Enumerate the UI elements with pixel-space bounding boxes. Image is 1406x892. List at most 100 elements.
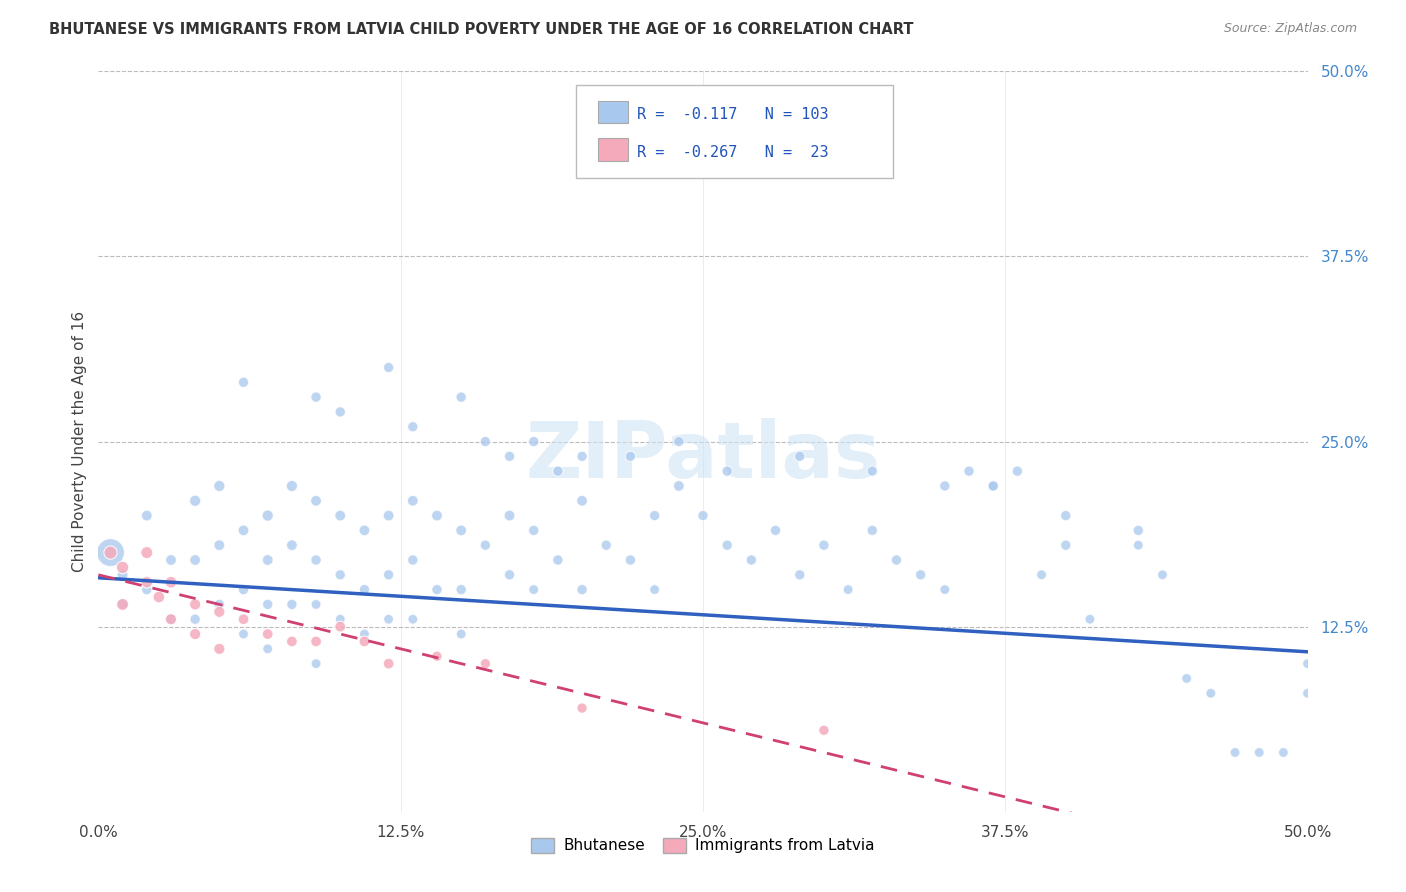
- Point: [571, 582, 593, 597]
- Point: [208, 598, 231, 612]
- Point: [160, 612, 183, 626]
- Point: [100, 546, 122, 560]
- Point: [232, 524, 254, 538]
- Point: [256, 641, 278, 656]
- Point: [1007, 464, 1029, 478]
- Point: [148, 590, 170, 604]
- Point: [619, 553, 641, 567]
- Point: [135, 546, 157, 560]
- Point: [377, 612, 399, 626]
- Point: [232, 376, 254, 390]
- Legend: Bhutanese, Immigrants from Latvia: Bhutanese, Immigrants from Latvia: [524, 831, 882, 860]
- Point: [111, 567, 134, 582]
- Text: R =  -0.267   N =  23: R = -0.267 N = 23: [637, 145, 828, 160]
- Point: [256, 508, 278, 523]
- Point: [184, 627, 207, 641]
- Point: [377, 567, 399, 582]
- Point: [135, 508, 157, 523]
- Point: [595, 538, 617, 552]
- Point: [305, 598, 328, 612]
- Point: [232, 627, 254, 641]
- Point: [281, 538, 304, 552]
- Point: [1128, 538, 1150, 552]
- Point: [426, 649, 449, 664]
- Point: [1031, 567, 1053, 582]
- Point: [1152, 567, 1174, 582]
- Point: [208, 605, 231, 619]
- Point: [329, 405, 352, 419]
- Point: [111, 598, 134, 612]
- Point: [232, 582, 254, 597]
- Point: [426, 582, 449, 597]
- Point: [111, 560, 134, 574]
- Point: [305, 390, 328, 404]
- Point: [111, 598, 134, 612]
- Y-axis label: Child Poverty Under the Age of 16: Child Poverty Under the Age of 16: [72, 311, 87, 572]
- Point: [837, 582, 859, 597]
- Point: [474, 434, 496, 449]
- Point: [402, 419, 425, 434]
- Point: [886, 553, 908, 567]
- Point: [160, 553, 183, 567]
- Point: [523, 524, 546, 538]
- Point: [305, 657, 328, 671]
- Point: [353, 524, 375, 538]
- Point: [329, 619, 352, 633]
- Point: [329, 508, 352, 523]
- Point: [474, 538, 496, 552]
- Point: [184, 493, 207, 508]
- Point: [1249, 746, 1271, 760]
- Point: [450, 582, 472, 597]
- Text: ZIPatlas: ZIPatlas: [526, 418, 880, 494]
- Point: [813, 538, 835, 552]
- Point: [498, 450, 520, 464]
- Point: [1296, 657, 1319, 671]
- Point: [668, 479, 690, 493]
- Point: [498, 508, 520, 523]
- Point: [329, 612, 352, 626]
- Point: [208, 479, 231, 493]
- Point: [135, 575, 157, 590]
- Point: [450, 627, 472, 641]
- Point: [402, 493, 425, 508]
- Point: [765, 524, 787, 538]
- Point: [1223, 746, 1246, 760]
- Point: [1296, 686, 1319, 700]
- Point: [934, 479, 956, 493]
- Point: [329, 567, 352, 582]
- Point: [1054, 508, 1077, 523]
- Point: [450, 524, 472, 538]
- Point: [256, 553, 278, 567]
- Point: [668, 434, 690, 449]
- Point: [402, 553, 425, 567]
- Point: [377, 360, 399, 375]
- Point: [1199, 686, 1222, 700]
- Point: [305, 634, 328, 648]
- Point: [860, 464, 883, 478]
- Point: [981, 479, 1004, 493]
- Point: [377, 508, 399, 523]
- Point: [353, 627, 375, 641]
- Point: [523, 582, 546, 597]
- Point: [474, 657, 496, 671]
- Point: [1272, 746, 1295, 760]
- Point: [934, 582, 956, 597]
- Text: R =  -0.117   N = 103: R = -0.117 N = 103: [637, 107, 828, 122]
- Point: [402, 612, 425, 626]
- Point: [281, 598, 304, 612]
- Point: [100, 546, 122, 560]
- Point: [523, 434, 546, 449]
- Point: [232, 612, 254, 626]
- Point: [1078, 612, 1101, 626]
- Point: [789, 567, 811, 582]
- Point: [910, 567, 932, 582]
- Text: BHUTANESE VS IMMIGRANTS FROM LATVIA CHILD POVERTY UNDER THE AGE OF 16 CORRELATIO: BHUTANESE VS IMMIGRANTS FROM LATVIA CHIL…: [49, 22, 914, 37]
- Point: [281, 479, 304, 493]
- Point: [571, 450, 593, 464]
- Point: [353, 634, 375, 648]
- Point: [547, 464, 569, 478]
- Point: [619, 450, 641, 464]
- Point: [208, 538, 231, 552]
- Point: [184, 598, 207, 612]
- Point: [644, 508, 666, 523]
